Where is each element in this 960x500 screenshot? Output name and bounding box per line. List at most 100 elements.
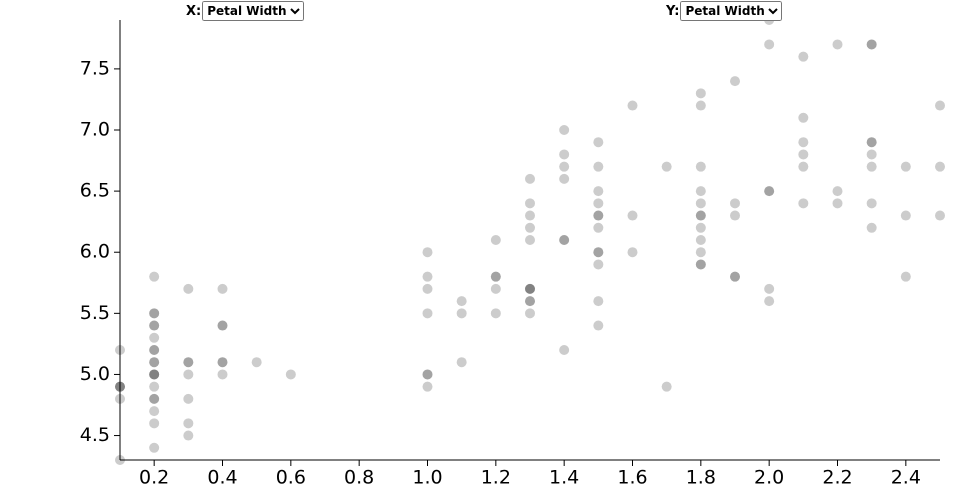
point — [456, 308, 467, 319]
point — [490, 271, 501, 282]
point — [217, 320, 228, 331]
point — [900, 271, 911, 282]
point — [149, 393, 160, 404]
point — [422, 369, 433, 380]
point — [695, 186, 706, 197]
point — [593, 198, 604, 209]
point — [183, 369, 194, 380]
point — [593, 137, 604, 148]
point — [490, 283, 501, 294]
point — [695, 247, 706, 258]
point — [866, 149, 877, 160]
point — [661, 381, 672, 392]
point — [900, 210, 911, 221]
point — [730, 76, 740, 87]
point — [866, 137, 877, 148]
y-tick-label: 7.0 — [80, 119, 110, 141]
x-control: X: Petal Width — [186, 1, 305, 21]
y-label: Y: — [666, 3, 680, 19]
point — [627, 247, 638, 258]
point — [661, 161, 672, 172]
point — [183, 357, 194, 368]
point — [695, 210, 706, 221]
point — [627, 100, 638, 111]
y-tick-label: 5.0 — [80, 363, 110, 385]
point — [593, 259, 604, 270]
point — [115, 393, 125, 404]
point — [798, 51, 809, 62]
point — [559, 235, 570, 245]
point — [149, 345, 160, 355]
point — [217, 357, 228, 368]
point — [935, 161, 945, 172]
point — [935, 100, 945, 111]
point — [593, 186, 604, 197]
point — [217, 283, 228, 294]
point — [183, 283, 194, 294]
point — [149, 308, 160, 319]
point — [422, 271, 433, 282]
x-tick-label: 0.4 — [207, 467, 237, 489]
x-tick-label: 0.6 — [276, 467, 306, 489]
point — [866, 222, 877, 233]
point — [593, 210, 604, 221]
point — [149, 308, 160, 319]
point — [798, 112, 809, 123]
point — [832, 198, 843, 209]
x-tick-label: 1.0 — [412, 467, 442, 489]
point — [559, 125, 570, 135]
point — [422, 369, 433, 380]
point — [798, 137, 809, 148]
point — [422, 283, 433, 294]
point — [149, 369, 160, 380]
x-tick-label: 1.6 — [617, 467, 647, 489]
point — [115, 381, 125, 392]
point — [695, 235, 706, 245]
point — [490, 235, 501, 245]
point — [422, 381, 433, 392]
point — [832, 186, 843, 197]
point — [525, 173, 535, 184]
point — [183, 393, 194, 404]
point — [456, 357, 467, 368]
point — [149, 381, 160, 392]
point — [866, 39, 877, 50]
y-tick-label: 5.5 — [80, 302, 110, 324]
y-tick-label: 6.5 — [80, 180, 110, 202]
point — [559, 161, 570, 172]
point — [832, 39, 843, 50]
point — [149, 357, 160, 368]
point — [149, 442, 160, 453]
point — [559, 345, 570, 355]
x-tick-label: 2.4 — [891, 467, 921, 489]
point — [730, 271, 740, 282]
x-tick-label: 2.0 — [754, 467, 784, 489]
point — [593, 161, 604, 172]
point — [593, 296, 604, 307]
point — [525, 198, 535, 209]
point — [559, 235, 570, 245]
point — [115, 381, 125, 392]
point — [866, 39, 877, 50]
point — [217, 357, 228, 368]
point — [422, 308, 433, 319]
x-tick-label: 1.4 — [549, 467, 579, 489]
x-select[interactable]: Petal Width — [202, 1, 305, 21]
point — [251, 357, 262, 368]
point — [730, 198, 740, 209]
point — [149, 332, 160, 343]
point — [490, 271, 501, 282]
point — [935, 210, 945, 221]
point — [866, 137, 877, 148]
point — [525, 222, 535, 233]
point — [593, 320, 604, 331]
y-select[interactable]: Petal Width — [680, 1, 783, 21]
point — [695, 161, 706, 172]
point — [183, 357, 194, 368]
point — [593, 222, 604, 233]
point — [593, 210, 604, 221]
point — [559, 173, 570, 184]
point — [764, 186, 775, 197]
